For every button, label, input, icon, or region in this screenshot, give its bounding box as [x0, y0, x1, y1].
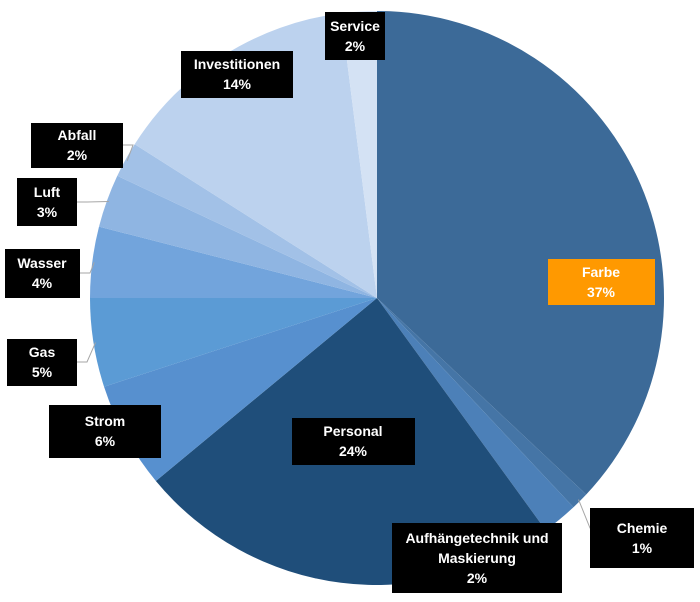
pie-slice [377, 11, 664, 495]
label-value: 4% [31, 275, 53, 291]
label-value: 24% [338, 443, 368, 459]
leader-line [123, 144, 134, 161]
label-value: 2% [66, 147, 88, 163]
leader-line [77, 200, 109, 203]
leader-line [77, 342, 96, 363]
label-name: Luft [33, 184, 61, 200]
label-name: Chemie [616, 520, 668, 536]
data-label: Investitionen 14% [181, 50, 293, 98]
label-value: 6% [94, 433, 116, 449]
leader-line [80, 262, 95, 274]
label-value: 5% [31, 364, 53, 380]
data-label: Personal 24% [291, 417, 415, 465]
data-label: Wasser 4% [4, 248, 80, 298]
data-label: Luft 3% [17, 178, 77, 226]
data-label: Chemie 1% [590, 508, 694, 568]
label-name: Wasser [17, 255, 67, 271]
label-name: Abfall [57, 127, 97, 143]
pie-slice [99, 175, 377, 298]
label-name: Personal [323, 423, 383, 439]
data-label: Aufhängetechnik und Maskierung 2% [392, 523, 562, 593]
pie-slice [117, 144, 377, 298]
label-value: 3% [36, 204, 58, 220]
pie-slice [377, 298, 574, 531]
data-label: Farbe 37% [547, 259, 655, 305]
label-name: Gas [28, 344, 56, 360]
pie-slice [104, 298, 377, 481]
data-label: Gas 5% [7, 338, 77, 386]
data-label: Strom 6% [49, 404, 161, 458]
label-value: 37% [586, 284, 616, 300]
label-value: 2% [344, 38, 366, 54]
label-name: Investitionen [193, 56, 281, 72]
data-label: Abfall 2% [31, 122, 123, 168]
label-name: Service [330, 18, 380, 34]
label-name: Aufhängetechnik und Maskierung [405, 530, 549, 566]
pie-slice [377, 298, 587, 508]
label-value: 2% [466, 570, 488, 586]
pie-slice [90, 298, 377, 387]
label-name: Farbe [581, 264, 621, 280]
label-name: Strom [84, 413, 126, 429]
data-label: Service 2% [325, 12, 385, 60]
pie-slice [341, 11, 377, 298]
label-value: 14% [222, 76, 252, 92]
label-value: 1% [631, 540, 653, 556]
pie-slice [90, 226, 377, 298]
